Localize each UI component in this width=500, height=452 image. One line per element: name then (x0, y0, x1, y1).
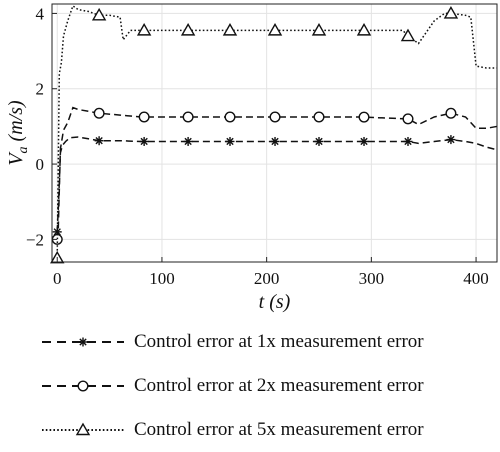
series-3-marker (356, 22, 372, 36)
series-2-marker (269, 111, 281, 123)
legend: Control error at 1x measurement error Con… (40, 320, 490, 452)
legend-label: Control error at 2x measurement error (134, 375, 424, 396)
series-1-marker (225, 136, 235, 146)
series-2-marker (182, 111, 194, 123)
series-1-line (56, 136, 498, 232)
series-1-marker (183, 136, 193, 146)
x-tick-label: 200 (254, 269, 280, 288)
series-3-marker (180, 22, 196, 36)
series-3-marker (443, 6, 459, 19)
series-2-marker (402, 113, 414, 125)
series-2-marker (224, 111, 236, 123)
legend-item: Control error at 5x measurement error (40, 408, 490, 452)
legend-item: Control error at 2x measurement error (40, 364, 490, 408)
series-2-marker (445, 107, 457, 119)
series-2-marker (313, 111, 325, 123)
series-2-marker (93, 107, 105, 119)
x-axis-label: t (s) (259, 291, 291, 313)
legend-symbol (42, 422, 124, 436)
series-1-marker (403, 136, 413, 146)
series-1-marker (314, 136, 324, 146)
legend-marker (77, 380, 89, 392)
y-tick-label: −2 (26, 230, 44, 249)
series-3-marker (222, 22, 238, 36)
series-3-marker (136, 22, 152, 36)
x-tick-label: 400 (463, 269, 489, 288)
series-1-marker (94, 136, 104, 146)
legend-marker (75, 422, 91, 436)
series-2 (51, 106, 498, 245)
y-axis-label: Va (m/s) (5, 100, 31, 166)
series-1-marker (139, 136, 149, 146)
series-2-marker (138, 111, 150, 123)
series-1 (52, 135, 498, 237)
y-tick-label: 4 (36, 4, 45, 23)
legend-symbol (42, 337, 124, 347)
series-3-marker (267, 22, 283, 36)
series-1-marker (446, 135, 456, 145)
x-tick-label: 300 (359, 269, 385, 288)
legend-marker (78, 337, 88, 347)
series-1-marker (270, 136, 280, 146)
y-tick-label: 2 (36, 80, 45, 99)
legend-label: Control error at 5x measurement error (134, 419, 424, 440)
series-3-marker (91, 7, 107, 21)
series-3-marker (400, 28, 416, 42)
plot-area (52, 4, 497, 262)
series-3-marker (311, 22, 327, 36)
legend-symbol (42, 380, 124, 392)
grid (52, 4, 497, 262)
y-tick-label: 0 (36, 155, 45, 174)
series-1-marker (359, 136, 369, 146)
plot-frame (51, 3, 498, 263)
legend-item: Control error at 1x measurement error (40, 320, 490, 364)
legend-label: Control error at 1x measurement error (134, 331, 424, 352)
x-tick-label: 100 (149, 269, 175, 288)
series-layer (50, 4, 498, 264)
x-tick-label: 0 (53, 269, 62, 288)
axes: 0 100 200 300 400 −2 0 2 4 (26, 3, 498, 288)
series-2-marker (358, 111, 370, 123)
